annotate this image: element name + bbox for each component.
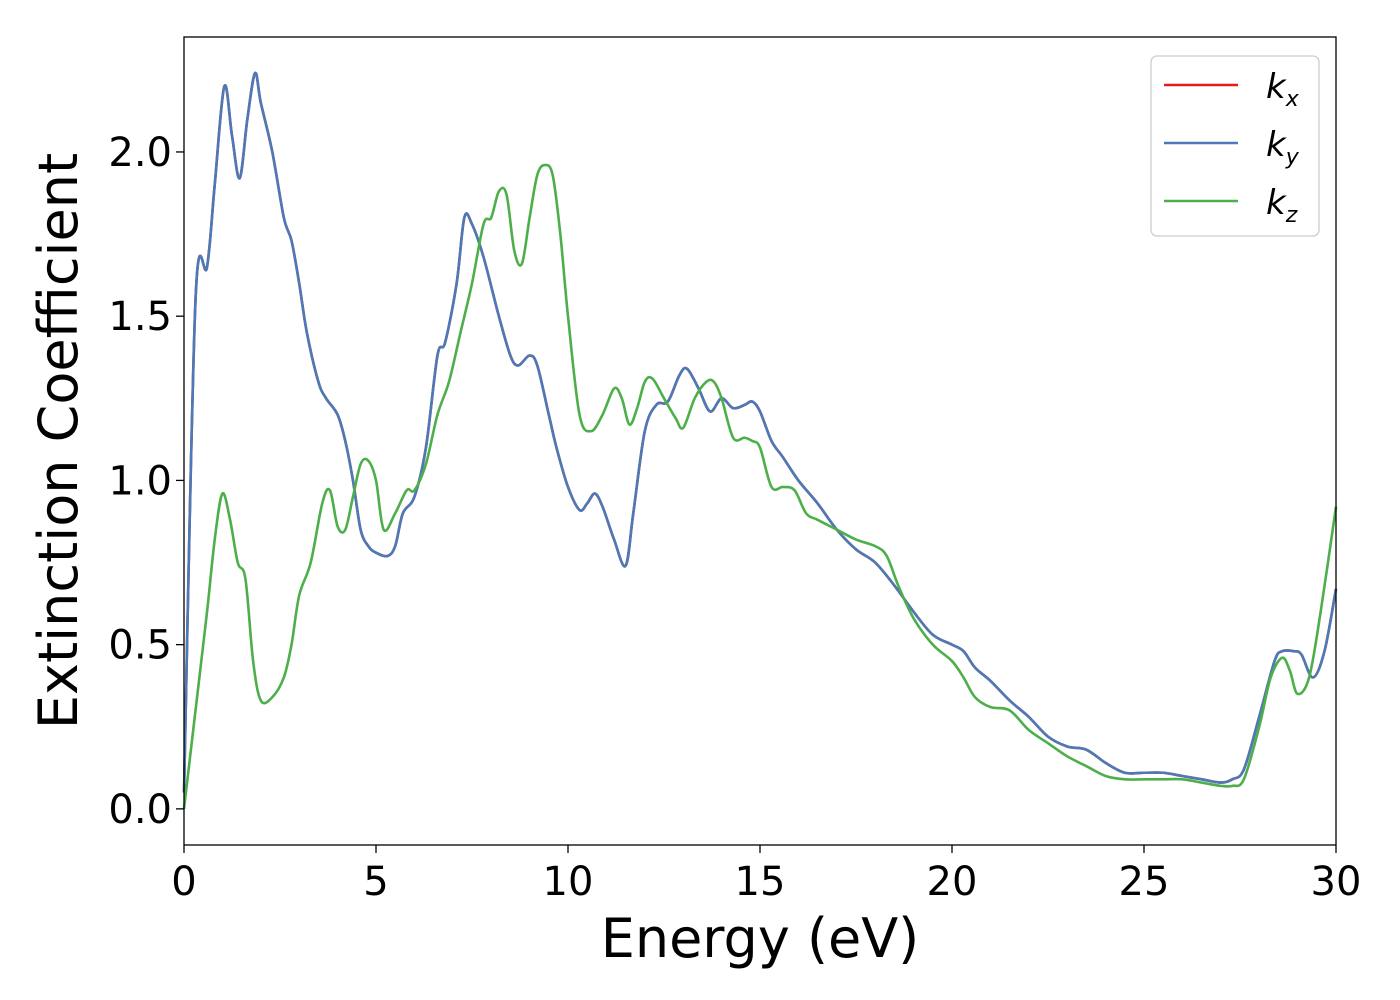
x-tick-label: 20 <box>927 859 978 905</box>
series-layer <box>182 71 1338 810</box>
x-tick-label: 10 <box>543 859 594 905</box>
y-axis-title: Extinction Coefficient <box>27 153 90 729</box>
legend-label-z: kz <box>1266 183 1298 228</box>
legend-label-x: kx <box>1266 67 1300 112</box>
series-line-y <box>182 71 1338 793</box>
legend-box <box>1150 55 1320 237</box>
x-tick-label: 15 <box>735 859 786 905</box>
y-tick-label: 2.0 <box>108 130 172 176</box>
y-tick-label: 0.5 <box>108 623 172 669</box>
y-tick-label: 1.0 <box>108 458 172 504</box>
x-tick-label: 30 <box>1311 859 1362 905</box>
legend-label-y: ky <box>1266 125 1300 170</box>
x-axis-title: Energy (eV) <box>601 907 920 970</box>
y-tick-label: 0.0 <box>108 787 172 833</box>
series-line-z <box>182 163 1338 810</box>
x-axis: 0 5 10 15 20 25 30 <box>171 845 1361 905</box>
y-tick-label: 1.5 <box>108 294 172 340</box>
x-tick-label: 0 <box>171 859 196 905</box>
y-axis: 0.0 0.5 1.0 1.5 2.0 <box>108 130 184 833</box>
x-tick-label: 25 <box>1119 859 1170 905</box>
x-tick-label: 5 <box>363 859 388 905</box>
legend-items: kx ky kz <box>1164 67 1300 228</box>
legend: kx ky kz <box>1150 55 1320 237</box>
